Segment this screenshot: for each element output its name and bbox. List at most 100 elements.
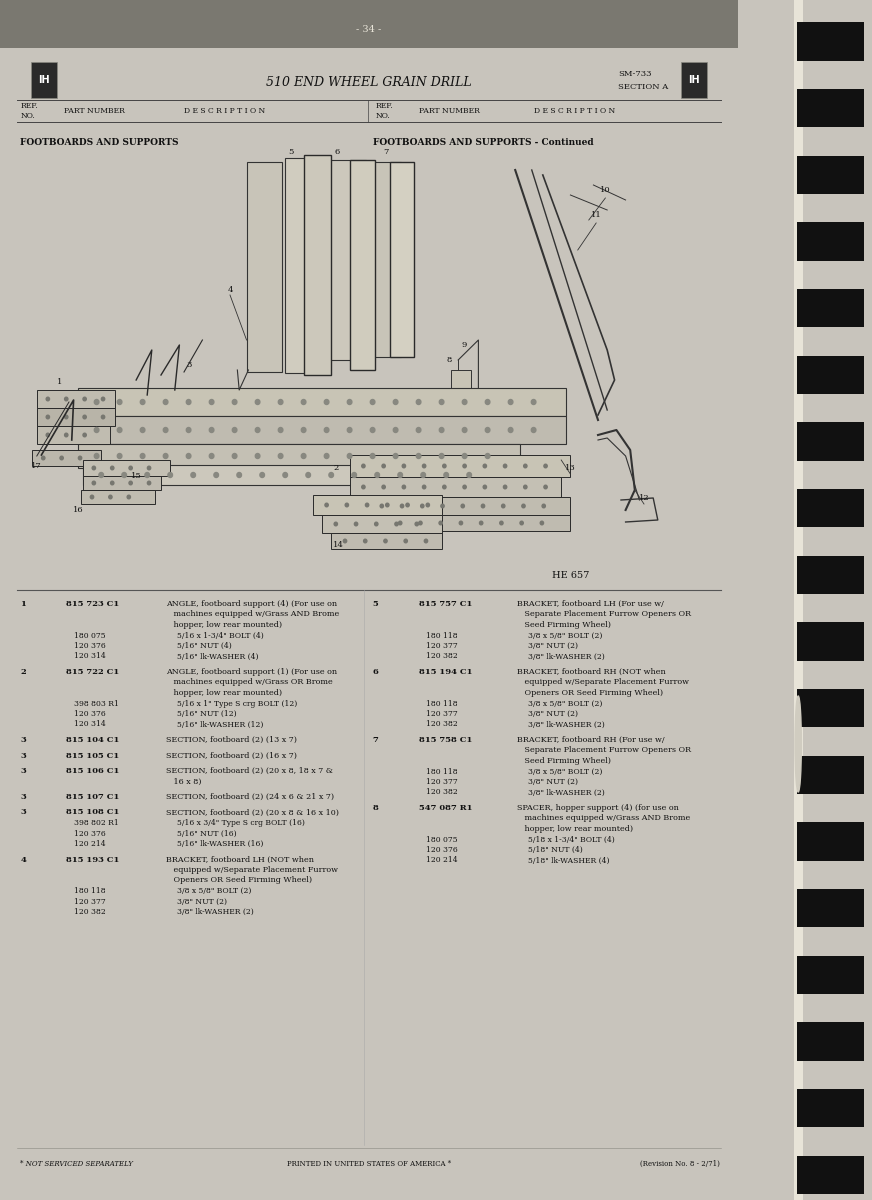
- Bar: [331, 533, 441, 550]
- Bar: [797, 422, 864, 461]
- Text: 2: 2: [333, 464, 338, 472]
- Circle shape: [163, 400, 168, 404]
- Text: hopper, low rear mounted): hopper, low rear mounted): [166, 689, 282, 697]
- Circle shape: [541, 521, 543, 524]
- Text: 120 377: 120 377: [426, 710, 458, 718]
- Bar: [78, 444, 520, 468]
- Circle shape: [402, 485, 405, 488]
- Text: 120 377: 120 377: [73, 898, 106, 906]
- Text: 7: 7: [384, 148, 389, 156]
- Bar: [797, 289, 864, 328]
- Bar: [330, 160, 366, 360]
- Circle shape: [422, 464, 426, 468]
- Circle shape: [214, 473, 219, 478]
- Circle shape: [94, 400, 99, 404]
- Text: PART NUMBER: PART NUMBER: [419, 107, 480, 115]
- Circle shape: [393, 400, 398, 404]
- Circle shape: [122, 473, 126, 478]
- Text: 3/8" NUT (2): 3/8" NUT (2): [177, 898, 227, 906]
- Text: 1: 1: [57, 378, 63, 386]
- Text: 8: 8: [446, 356, 452, 364]
- Circle shape: [398, 473, 403, 478]
- Text: 16: 16: [73, 506, 84, 514]
- Text: HE 657: HE 657: [552, 570, 589, 580]
- Text: 15: 15: [131, 472, 141, 480]
- Text: 17: 17: [31, 462, 42, 470]
- Circle shape: [420, 504, 424, 508]
- Text: 398 802 R1: 398 802 R1: [73, 818, 119, 827]
- Text: 5/18" NUT (4): 5/18" NUT (4): [528, 846, 582, 854]
- Circle shape: [347, 427, 352, 432]
- Circle shape: [344, 539, 347, 542]
- Text: IH: IH: [38, 74, 50, 85]
- Bar: [797, 355, 864, 394]
- Circle shape: [232, 427, 237, 432]
- Text: 815 105 C1: 815 105 C1: [66, 751, 119, 760]
- Circle shape: [524, 485, 527, 488]
- Text: PART NUMBER: PART NUMBER: [65, 107, 126, 115]
- Circle shape: [375, 522, 378, 526]
- Text: 6: 6: [334, 148, 339, 156]
- Bar: [681, 62, 706, 98]
- Circle shape: [325, 503, 328, 506]
- Circle shape: [439, 400, 444, 404]
- Circle shape: [302, 400, 306, 404]
- Circle shape: [352, 473, 357, 478]
- Text: 815 104 C1: 815 104 C1: [66, 736, 119, 744]
- Circle shape: [486, 427, 490, 432]
- Text: 815 722 C1: 815 722 C1: [66, 668, 119, 676]
- Circle shape: [329, 473, 333, 478]
- Circle shape: [187, 427, 191, 432]
- Text: 5/16" lk-WASHER (12): 5/16" lk-WASHER (12): [177, 720, 263, 728]
- Circle shape: [463, 485, 467, 488]
- Text: SECTION A: SECTION A: [618, 83, 669, 91]
- Circle shape: [46, 415, 50, 419]
- Circle shape: [501, 504, 505, 508]
- Text: ANGLE, footboard support (1) (For use on: ANGLE, footboard support (1) (For use on: [166, 668, 337, 676]
- Text: FOOTBOARDS AND SUPPORTS - Continued: FOOTBOARDS AND SUPPORTS - Continued: [372, 138, 593, 146]
- Bar: [797, 1022, 864, 1061]
- Circle shape: [209, 454, 214, 458]
- Text: 120 377: 120 377: [426, 642, 458, 650]
- Text: 180 118: 180 118: [73, 887, 106, 895]
- Circle shape: [118, 454, 122, 458]
- Circle shape: [405, 503, 409, 506]
- Text: 3/8" NUT (2): 3/8" NUT (2): [528, 778, 578, 786]
- Circle shape: [486, 400, 490, 404]
- Text: 815 723 C1: 815 723 C1: [66, 600, 119, 608]
- Text: 815 106 C1: 815 106 C1: [66, 767, 119, 775]
- Text: 120 382: 120 382: [73, 908, 106, 916]
- Bar: [797, 1156, 864, 1194]
- Text: 11: 11: [591, 211, 602, 218]
- Text: 4: 4: [228, 286, 233, 294]
- Circle shape: [415, 522, 419, 526]
- Bar: [797, 222, 864, 260]
- Circle shape: [324, 454, 329, 458]
- Bar: [350, 160, 375, 370]
- Bar: [797, 488, 864, 527]
- Circle shape: [443, 464, 446, 468]
- Circle shape: [83, 397, 86, 401]
- Text: 120 214: 120 214: [73, 840, 106, 848]
- Circle shape: [232, 400, 237, 404]
- Text: 14: 14: [333, 541, 344, 550]
- Text: 120 376: 120 376: [426, 846, 458, 854]
- Circle shape: [400, 504, 404, 508]
- Circle shape: [60, 456, 64, 460]
- Circle shape: [347, 454, 352, 458]
- Text: equipped w/Separate Placement Furrow: equipped w/Separate Placement Furrow: [517, 678, 689, 686]
- Bar: [37, 408, 115, 426]
- Circle shape: [520, 521, 523, 524]
- Text: 5/16 x 1-3/4" BOLT (4): 5/16 x 1-3/4" BOLT (4): [177, 631, 263, 640]
- Text: 16 x 8): 16 x 8): [166, 778, 201, 786]
- Text: SECTION, footboard (2) (16 x 7): SECTION, footboard (2) (16 x 7): [166, 751, 296, 760]
- Circle shape: [382, 464, 385, 468]
- Bar: [81, 490, 154, 504]
- Text: 5/16" lk-WASHER (4): 5/16" lk-WASHER (4): [177, 653, 258, 660]
- Bar: [797, 1088, 864, 1127]
- Circle shape: [101, 415, 105, 419]
- Circle shape: [508, 427, 513, 432]
- Text: 3: 3: [20, 736, 26, 744]
- Circle shape: [439, 427, 444, 432]
- Text: 120 376: 120 376: [73, 642, 106, 650]
